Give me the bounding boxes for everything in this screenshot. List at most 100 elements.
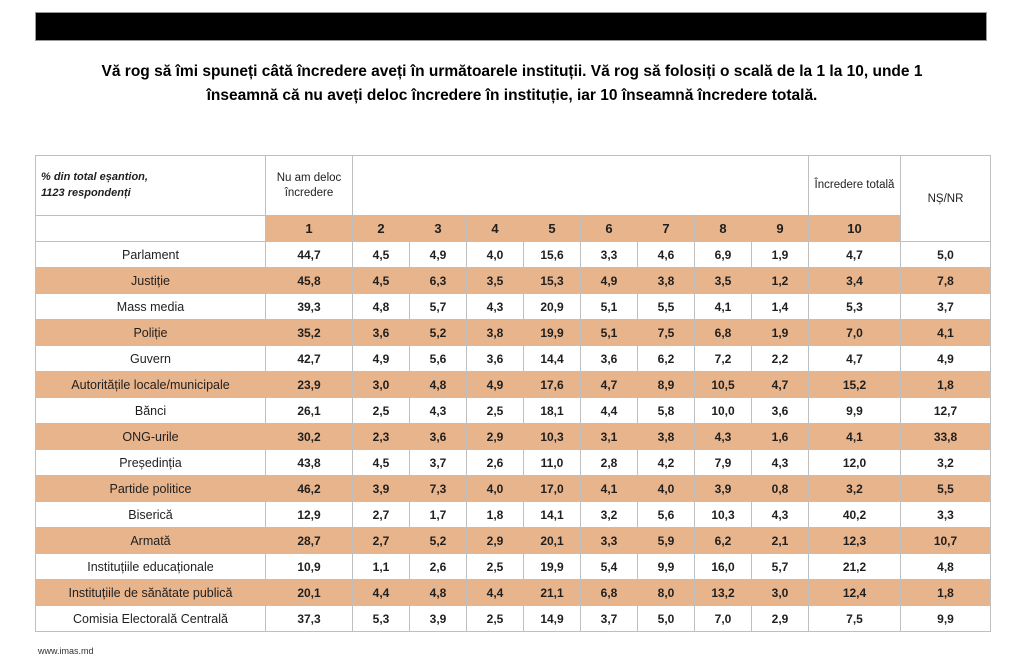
score-cell: 35,2 [265,319,353,346]
score-cell: 4,6 [637,241,695,268]
score-cell: 19,9 [523,553,581,580]
table-row: Biserică 12,9 2,7 1,7 1,8 14,1 3,2 5,6 10,3 4,3 40… [35,501,991,528]
score-cell: 3,8 [466,319,524,346]
page-title-line1: Vă rog să îmi spuneți câtă încredere ave… [101,63,923,80]
score-cell: 3,9 [409,605,467,632]
score-cell: 3,8 [637,267,695,294]
score-cell: 1,8 [466,501,524,528]
score-cell: 10,0 [694,397,752,424]
scale-row-label-spacer [35,215,266,242]
score-cell: 1,9 [751,241,809,268]
institution-label: Partide politice [35,475,266,502]
scale-header-8: 8 [694,215,752,242]
score-cell: 4,4 [352,579,410,606]
ns-nr-cell: 3,7 [900,293,991,320]
institution-label: Guvern [35,345,266,372]
score-cell: 19,9 [523,319,581,346]
score-cell: 4,7 [751,371,809,398]
score-cell: 3,3 [580,241,638,268]
score-cell: 2,6 [409,553,467,580]
score-cell: 4,5 [352,241,410,268]
score-cell: 2,8 [580,449,638,476]
scale-low-header: Nu am deloc încredere [265,155,353,216]
score-cell: 4,3 [409,397,467,424]
score-cell: 4,0 [466,475,524,502]
score-cell: 26,1 [265,397,353,424]
score-cell: 6,9 [694,241,752,268]
score-cell: 1,1 [352,553,410,580]
table-row: ONG-urile 30,2 2,3 3,6 2,9 10,3 3,1 3,8 4,3 1,6 4,… [35,423,991,450]
score-cell: 4,3 [466,293,524,320]
institution-label: Instituțiile de sănătate publică [35,579,266,606]
score-cell: 3,6 [352,319,410,346]
ns-nr-cell: 1,8 [900,579,991,606]
score-cell: 3,7 [580,605,638,632]
score-cell: 3,1 [580,423,638,450]
table-row: Partide politice 46,2 3,9 7,3 4,0 17,0 4,1 4,0 3… [35,475,991,502]
score-cell: 5,6 [637,501,695,528]
score-cell: 7,5 [637,319,695,346]
table-row: Bănci 26,1 2,5 4,3 2,5 18,1 4,4 5,8 10,0 3,6 9,9 12… [35,397,991,424]
score-cell: 2,7 [352,501,410,528]
trust-table: % din total eșantion, 1123 respondenți N… [35,155,991,632]
score-cell: 13,2 [694,579,752,606]
score-cell: 6,8 [694,319,752,346]
score-cell: 4,4 [466,579,524,606]
ns-nr-cell: 4,8 [900,553,991,580]
scale-header-9: 9 [751,215,809,242]
score-cell: 12,9 [265,501,353,528]
score-cell: 14,1 [523,501,581,528]
ns-nr-cell: 3,2 [900,449,991,476]
score-cell: 2,2 [751,345,809,372]
score-cell: 4,1 [808,423,901,450]
score-cell: 5,5 [637,293,695,320]
score-cell: 2,1 [751,527,809,554]
ns-nr-cell: 9,9 [900,605,991,632]
score-cell: 4,2 [637,449,695,476]
score-cell: 21,1 [523,579,581,606]
score-cell: 18,1 [523,397,581,424]
score-cell: 5,2 [409,527,467,554]
score-cell: 4,4 [580,397,638,424]
score-cell: 8,0 [637,579,695,606]
score-cell: 4,0 [466,241,524,268]
score-cell: 4,3 [751,449,809,476]
score-cell: 5,8 [637,397,695,424]
score-cell: 15,2 [808,371,901,398]
score-cell: 4,1 [580,475,638,502]
score-cell: 6,2 [637,345,695,372]
score-cell: 10,3 [694,501,752,528]
score-cell: 4,8 [352,293,410,320]
score-cell: 42,7 [265,345,353,372]
sample-note-line2: 1123 respondenți [41,186,131,199]
ns-nr-cell: 7,8 [900,267,991,294]
score-cell: 10,9 [265,553,353,580]
sample-note-cell: % din total eșantion, 1123 respondenți [35,155,266,216]
ns-nr-cell: 3,3 [900,501,991,528]
score-cell: 20,1 [523,527,581,554]
score-cell: 4,7 [808,345,901,372]
table-row: Mass media 39,3 4,8 5,7 4,3 20,9 5,1 5,5 4,1 1,4 5… [35,293,991,320]
ns-nr-cell: 5,0 [900,241,991,268]
score-cell: 2,5 [466,397,524,424]
score-cell: 2,5 [466,553,524,580]
score-cell: 5,7 [751,553,809,580]
score-cell: 3,9 [694,475,752,502]
institution-label: Poliție [35,319,266,346]
score-cell: 23,9 [265,371,353,398]
table-row: Președinția 43,8 4,5 3,7 2,6 11,0 2,8 4,2 7,9 4,3… [35,449,991,476]
score-cell: 8,9 [637,371,695,398]
header-row-scale: 1 2 3 4 5 6 7 8 9 10 [35,215,991,242]
score-cell: 14,4 [523,345,581,372]
ns-nr-cell: 4,9 [900,345,991,372]
score-cell: 3,0 [751,579,809,606]
score-cell: 4,0 [637,475,695,502]
score-cell: 3,9 [352,475,410,502]
score-cell: 7,0 [808,319,901,346]
score-cell: 4,7 [808,241,901,268]
score-cell: 11,0 [523,449,581,476]
score-cell: 3,4 [808,267,901,294]
table-row: Poliție 35,2 3,6 5,2 3,8 19,9 5,1 7,5 6,8 1,9 7,0 4… [35,319,991,346]
score-cell: 9,9 [637,553,695,580]
